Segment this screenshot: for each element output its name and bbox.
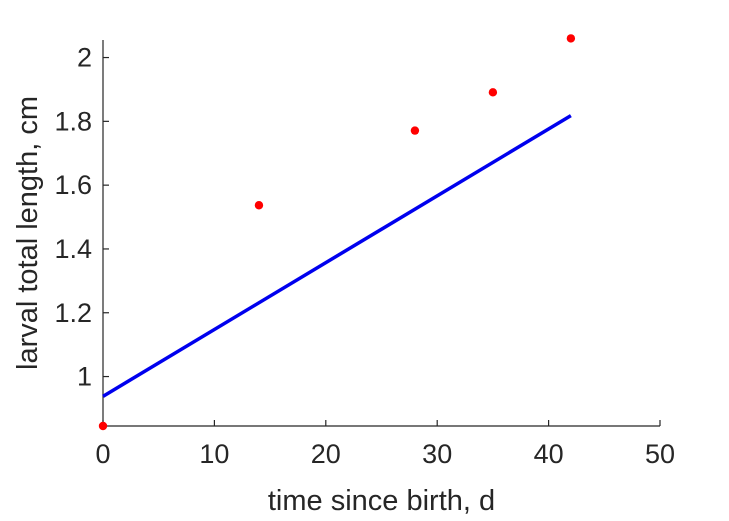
- fit-line: [102, 114, 572, 398]
- x-tick-label: 10: [199, 439, 229, 469]
- y-ticks: 1 1.2 1.4 1.6 1.8 2: [54, 43, 109, 392]
- y-tick-label: 1.4: [54, 234, 92, 264]
- x-axis-label: time since birth, d: [268, 485, 495, 517]
- y-axis-label: larval total length, cm: [12, 96, 44, 370]
- data-point: [566, 34, 576, 43]
- data-point: [98, 421, 108, 431]
- y-tick-label: 1.2: [54, 298, 92, 328]
- x-tick-label: 40: [534, 439, 564, 469]
- axes: [102, 40, 660, 427]
- y-tick-label: 1.8: [54, 106, 92, 136]
- plot-area: [98, 34, 576, 431]
- y-tick-label: 1.6: [54, 170, 92, 200]
- x-tick-label: 30: [422, 439, 452, 469]
- data-point: [410, 126, 420, 135]
- x-tick-label: 20: [311, 439, 341, 469]
- x-tick-label: 0: [95, 439, 110, 469]
- y-tick-label: 2: [77, 43, 92, 73]
- data-point: [254, 201, 264, 210]
- y-tick-label: 1: [77, 362, 92, 392]
- data-point: [488, 88, 498, 97]
- x-tick-label: 50: [645, 439, 675, 469]
- x-ticks: 0 10 20 30 40 50: [95, 420, 675, 469]
